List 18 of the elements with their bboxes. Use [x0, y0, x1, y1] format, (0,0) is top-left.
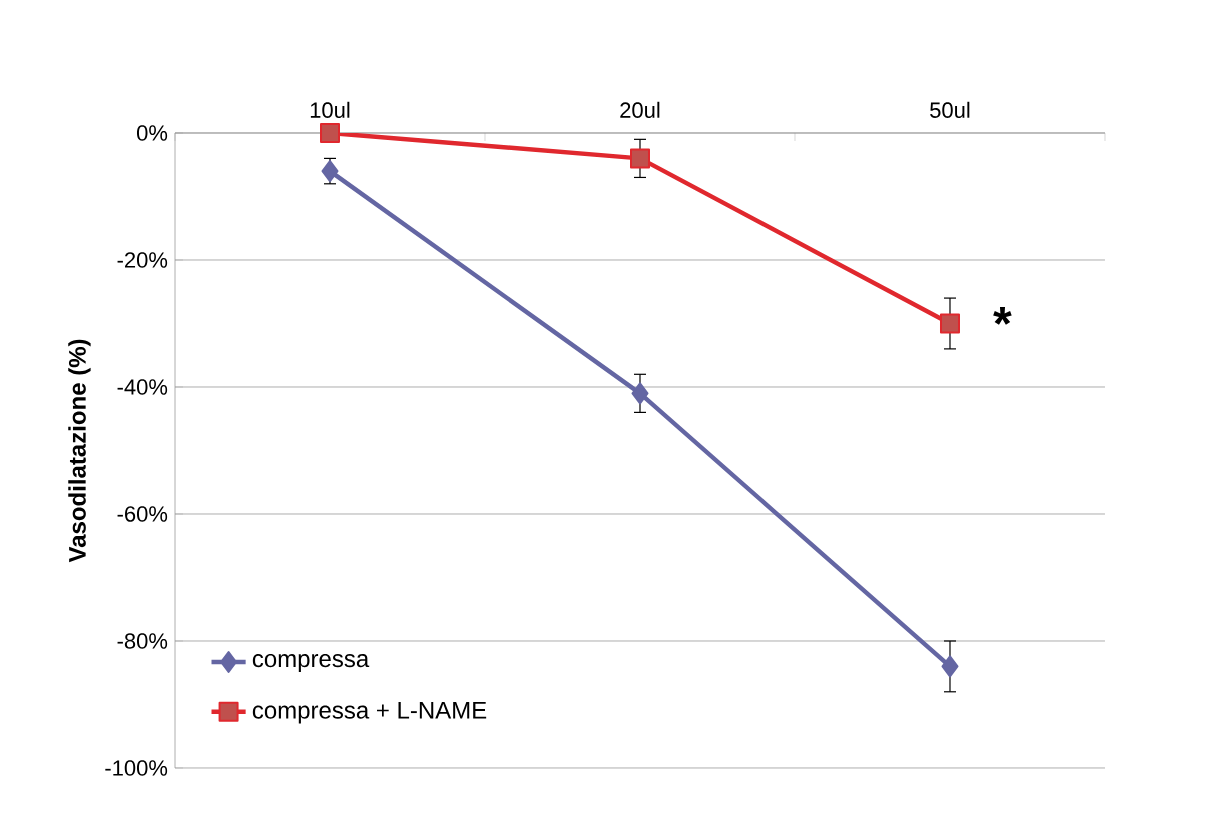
x-tick-label: 20ul [620, 101, 660, 118]
point [941, 655, 959, 678]
point [631, 382, 649, 405]
y-tick-label: -20% [117, 252, 168, 268]
point [630, 148, 650, 169]
point [320, 122, 340, 143]
y-tick-label: -40% [117, 379, 168, 395]
y-tick-label: -100% [105, 760, 168, 776]
point [939, 313, 960, 334]
x-tick-label: 10ul [310, 101, 350, 118]
y-tick-label: -60% [117, 506, 168, 522]
x-tick-label: 50ul [930, 101, 970, 118]
y-tick-label: -80% [117, 633, 168, 649]
annotation: * [993, 306, 1012, 325]
legend-label: compressa [252, 654, 370, 672]
y-axis-title: Vasodilatazione (%) [68, 339, 91, 563]
y-tick-label: 0% [136, 125, 168, 141]
legend-label: compressa + L-NAME [252, 701, 487, 724]
